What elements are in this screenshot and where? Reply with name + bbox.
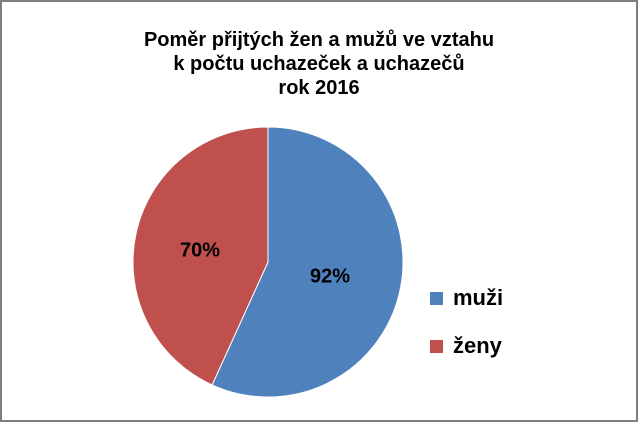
- legend-item-muzi: muži: [430, 284, 503, 312]
- legend-label-muzi: muži: [453, 285, 504, 310]
- pie-slice-zeny: [132, 126, 269, 386]
- pie-slice-muzi: [211, 126, 404, 398]
- chart-title-line-1: Poměr přijtých žen a mužů ve vztahu: [143, 29, 495, 51]
- legend: muži ženy: [430, 284, 503, 380]
- legend-swatch-muzi: [430, 291, 443, 305]
- legend-label-zeny: ženy: [453, 333, 502, 358]
- legend-swatch-zeny: [430, 339, 443, 353]
- legend-item-zeny: ženy: [430, 332, 503, 360]
- chart-title-line-2: k počtu uchazeček a uchazečů: [173, 53, 465, 75]
- chart-title: Poměr přijtých žen a mužů ve vztahu k po…: [0, 28, 638, 100]
- data-label-muzi: 92%: [310, 265, 350, 287]
- data-label-zeny: 70%: [180, 239, 220, 261]
- chart-title-line-3: rok 2016: [278, 77, 360, 99]
